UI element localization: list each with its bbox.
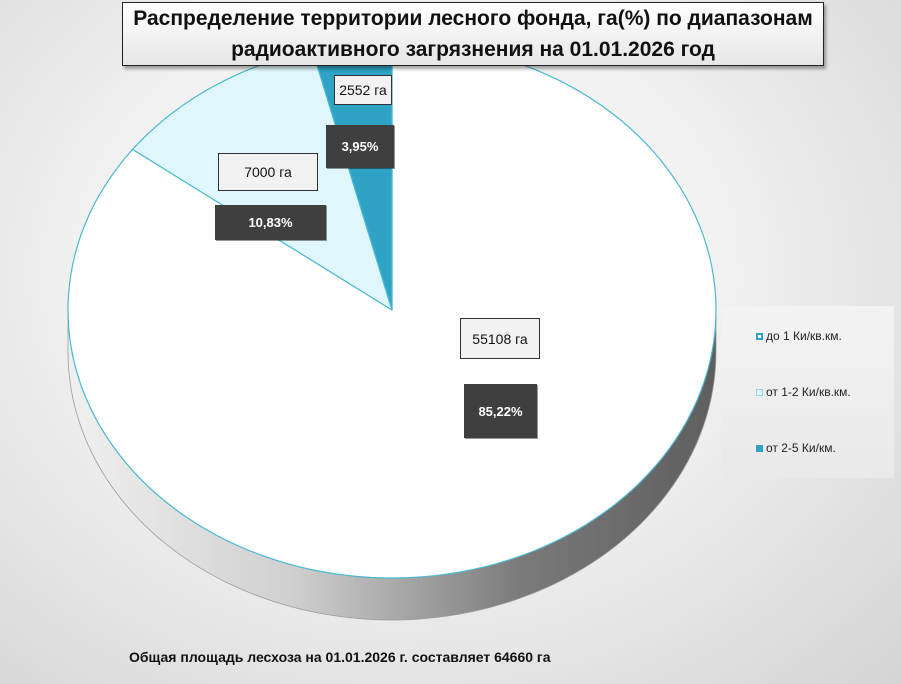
- chart-legend: до 1 Ки/кв.км. от 1-2 Ки/кв.км. от 2-5 К…: [722, 306, 894, 478]
- percent-label-slice-3: 3,95%: [326, 125, 394, 168]
- legend-swatch-2: [756, 388, 763, 396]
- legend-item-1: до 1 Ки/кв.км.: [756, 329, 842, 343]
- legend-label-2: от 1-2 Ки/кв.км.: [766, 385, 851, 399]
- value-label-slice-1: 55108 га: [460, 318, 540, 359]
- legend-swatch-3: [756, 444, 763, 452]
- legend-item-2: от 1-2 Ки/кв.км.: [756, 385, 851, 399]
- legend-label-1: до 1 Ки/кв.км.: [766, 329, 842, 343]
- chart-footer: Общая площадь лесхоза на 01.01.2026 г. с…: [129, 649, 551, 665]
- value-label-slice-3: 2552 га: [334, 75, 392, 105]
- value-label-slice-2: 7000 га: [218, 153, 318, 191]
- percent-label-slice-2: 10,83%: [215, 205, 326, 240]
- legend-label-3: от 2-5 Ки/км.: [766, 441, 836, 455]
- percent-label-slice-1: 85,22%: [464, 384, 537, 438]
- pie-top: [67, 41, 717, 579]
- chart-title: Распределение территории лесного фонда, …: [122, 2, 824, 66]
- legend-item-3: от 2-5 Ки/км.: [756, 441, 836, 455]
- legend-swatch-1: [756, 332, 763, 340]
